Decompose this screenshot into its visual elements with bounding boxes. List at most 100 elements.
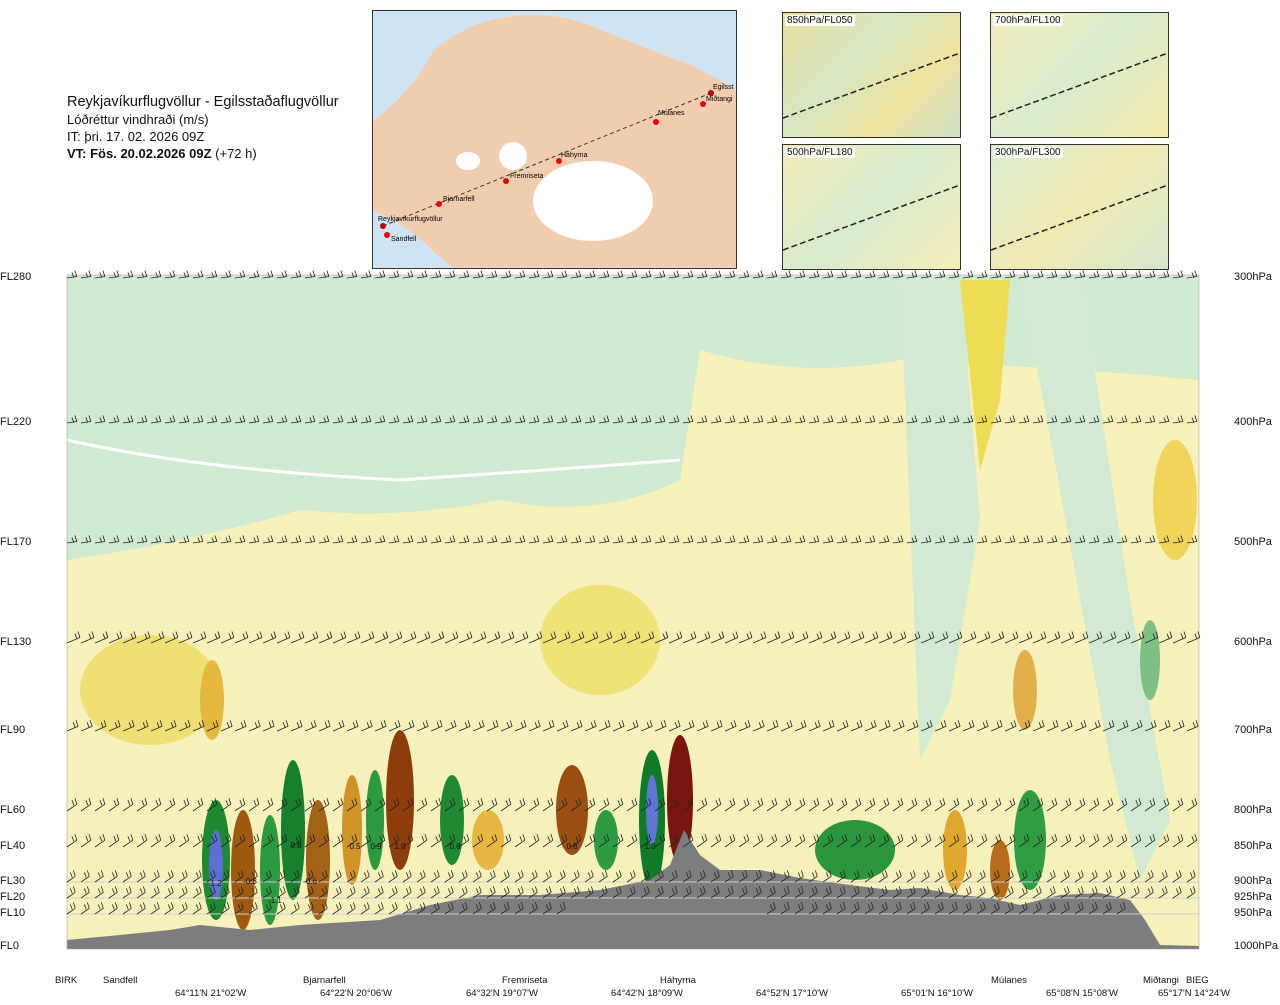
wind-barb xyxy=(164,535,176,544)
panel-500: 500hPa/FL180 xyxy=(782,144,961,270)
wind-barb xyxy=(724,870,734,883)
wind-barb xyxy=(794,415,806,424)
wind-barb xyxy=(696,720,709,732)
wind-barb xyxy=(906,631,921,644)
wind-barb xyxy=(892,535,904,544)
wind-barb xyxy=(416,798,428,812)
wind-barb xyxy=(514,720,527,732)
wind-barb xyxy=(388,535,400,544)
wind-barb xyxy=(80,902,90,915)
wind-barb xyxy=(108,631,123,644)
wind-barb xyxy=(1018,798,1030,812)
wind-barb xyxy=(906,270,918,279)
wind-barb xyxy=(668,870,678,883)
wind-barb xyxy=(766,886,776,899)
wind-barb xyxy=(66,886,76,899)
wind-barb xyxy=(80,886,90,899)
wind-barb xyxy=(1060,631,1075,644)
wind-barb xyxy=(1004,270,1016,279)
wind-barb xyxy=(80,270,92,279)
wind-barb xyxy=(458,631,473,644)
wind-barb xyxy=(514,870,524,883)
wind-barb xyxy=(934,798,946,812)
wind-barb xyxy=(122,535,134,544)
contour-label: 1.0 xyxy=(644,842,656,851)
wind-barb xyxy=(192,886,202,899)
wind-barb xyxy=(724,535,736,544)
wind-barb xyxy=(808,270,820,279)
wind-barb xyxy=(136,886,146,899)
wind-barb xyxy=(500,902,510,915)
wind-barb xyxy=(430,535,442,544)
wind-barb xyxy=(836,798,848,812)
wind-barb xyxy=(1186,631,1201,644)
wind-barb xyxy=(612,886,622,899)
wind-barb xyxy=(192,535,204,544)
wind-barb xyxy=(836,535,848,544)
x-point-label: Háhyrna xyxy=(660,975,696,986)
wind-barb xyxy=(346,631,361,644)
wind-barb xyxy=(822,834,834,848)
wind-barb xyxy=(472,535,484,544)
wind-barb xyxy=(612,631,627,644)
wind-barb xyxy=(150,902,160,915)
wind-barb xyxy=(444,834,456,848)
wind-barb xyxy=(444,798,456,812)
wind-barb xyxy=(962,798,974,812)
wind-barb xyxy=(1102,270,1114,279)
issue-time: IT: þri. 17. 02. 2026 09Z xyxy=(67,129,205,144)
wind-barb xyxy=(668,886,678,899)
wind-barb xyxy=(626,870,636,883)
wind-barb xyxy=(318,870,328,883)
wind-barb xyxy=(822,886,832,899)
wind-barb xyxy=(850,270,862,279)
wind-barb xyxy=(948,631,963,644)
wind-barb xyxy=(962,535,974,544)
wind-barb xyxy=(934,535,946,544)
wind-barb xyxy=(416,535,428,544)
wind-barb xyxy=(66,270,78,279)
wind-barb xyxy=(248,870,258,883)
wind-barb xyxy=(318,415,330,424)
contour-zero xyxy=(67,438,681,482)
wind-barb xyxy=(1088,798,1100,812)
wind-barb xyxy=(234,870,244,883)
wind-barb xyxy=(206,270,218,279)
valid-time: VT: Fös. 20.02.2026 09Z (+72 h) xyxy=(67,145,339,162)
wind-barb xyxy=(1032,720,1045,732)
wind-barb xyxy=(542,535,554,544)
wind-barb xyxy=(892,720,905,732)
wind-barb xyxy=(1172,631,1187,644)
wind-barb xyxy=(430,870,440,883)
wind-barb xyxy=(1130,834,1142,848)
wind-barb xyxy=(1074,270,1086,279)
wind-barb xyxy=(864,720,877,732)
wind-barb xyxy=(724,415,736,424)
wind-barb xyxy=(626,798,638,812)
contour-label: 0.9 xyxy=(370,842,382,851)
panel-300: 300hPa/FL300 xyxy=(990,144,1169,270)
wind-barb xyxy=(976,631,991,644)
wind-barb xyxy=(1116,834,1128,848)
wind-barb xyxy=(472,886,482,899)
yellow-lobe xyxy=(960,280,1010,470)
wind-barb xyxy=(1004,886,1014,899)
wind-barb xyxy=(920,834,932,848)
wind-barb xyxy=(276,798,288,812)
wind-barb xyxy=(514,798,526,812)
wind-barb xyxy=(836,902,846,915)
right-axis-label: 300hPa xyxy=(1234,271,1272,283)
wind-barb xyxy=(570,535,582,544)
wind-barb xyxy=(332,720,345,732)
wind-barb xyxy=(598,834,610,848)
wind-barb xyxy=(976,270,988,279)
wind-barb xyxy=(318,886,328,899)
wind-barb xyxy=(962,886,972,899)
wind-barb xyxy=(178,631,193,644)
wind-barb xyxy=(822,631,837,644)
wind-barb xyxy=(836,631,851,644)
wind-barb xyxy=(1102,798,1114,812)
wind-barb xyxy=(136,834,148,848)
wind-barb xyxy=(1102,834,1114,848)
wind-barb xyxy=(654,720,667,732)
